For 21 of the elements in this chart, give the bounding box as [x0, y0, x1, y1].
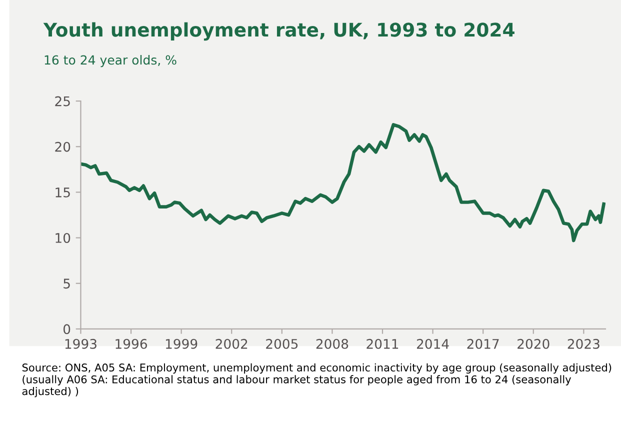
y-tick-label: 25	[55, 96, 70, 106]
source-note: Source: ONS, A05 SA: Employment, unemployment and economic inactivity by age group (seasonally adjusted) (usually A06 SA: Educational status and labour market status for people aged from 16 to 24 (seasonally adjusted) )	[22, 363, 612, 398]
x-tick-label: 2014	[416, 338, 449, 349]
x-tick-label: 2023	[568, 338, 600, 349]
x-tick-label: 2005	[266, 338, 298, 349]
chart-title: Youth unemployment rate, UK, 1993 to 2024	[43, 22, 514, 41]
x-tick-label: 2017	[467, 338, 499, 349]
x-tick-label: 1993	[65, 338, 96, 349]
x-tick-label: 2011	[366, 338, 398, 349]
y-tick-label: 15	[56, 188, 70, 198]
x-tick-label: 2008	[316, 338, 348, 349]
y-tick-label: 10	[56, 233, 70, 243]
y-tick-label: 5	[64, 278, 70, 289]
x-tick-label: 1996	[116, 338, 147, 349]
y-tick-label: 0	[63, 324, 70, 334]
y-tick-label: 20	[55, 142, 70, 152]
chart-subtitle: 16 to 24 year olds, %	[44, 55, 176, 68]
x-tick-label: 2002	[216, 338, 248, 349]
line-series	[80, 123, 606, 242]
x-tick-label: 1999	[166, 338, 198, 349]
x-tick-label: 2020	[518, 338, 550, 349]
